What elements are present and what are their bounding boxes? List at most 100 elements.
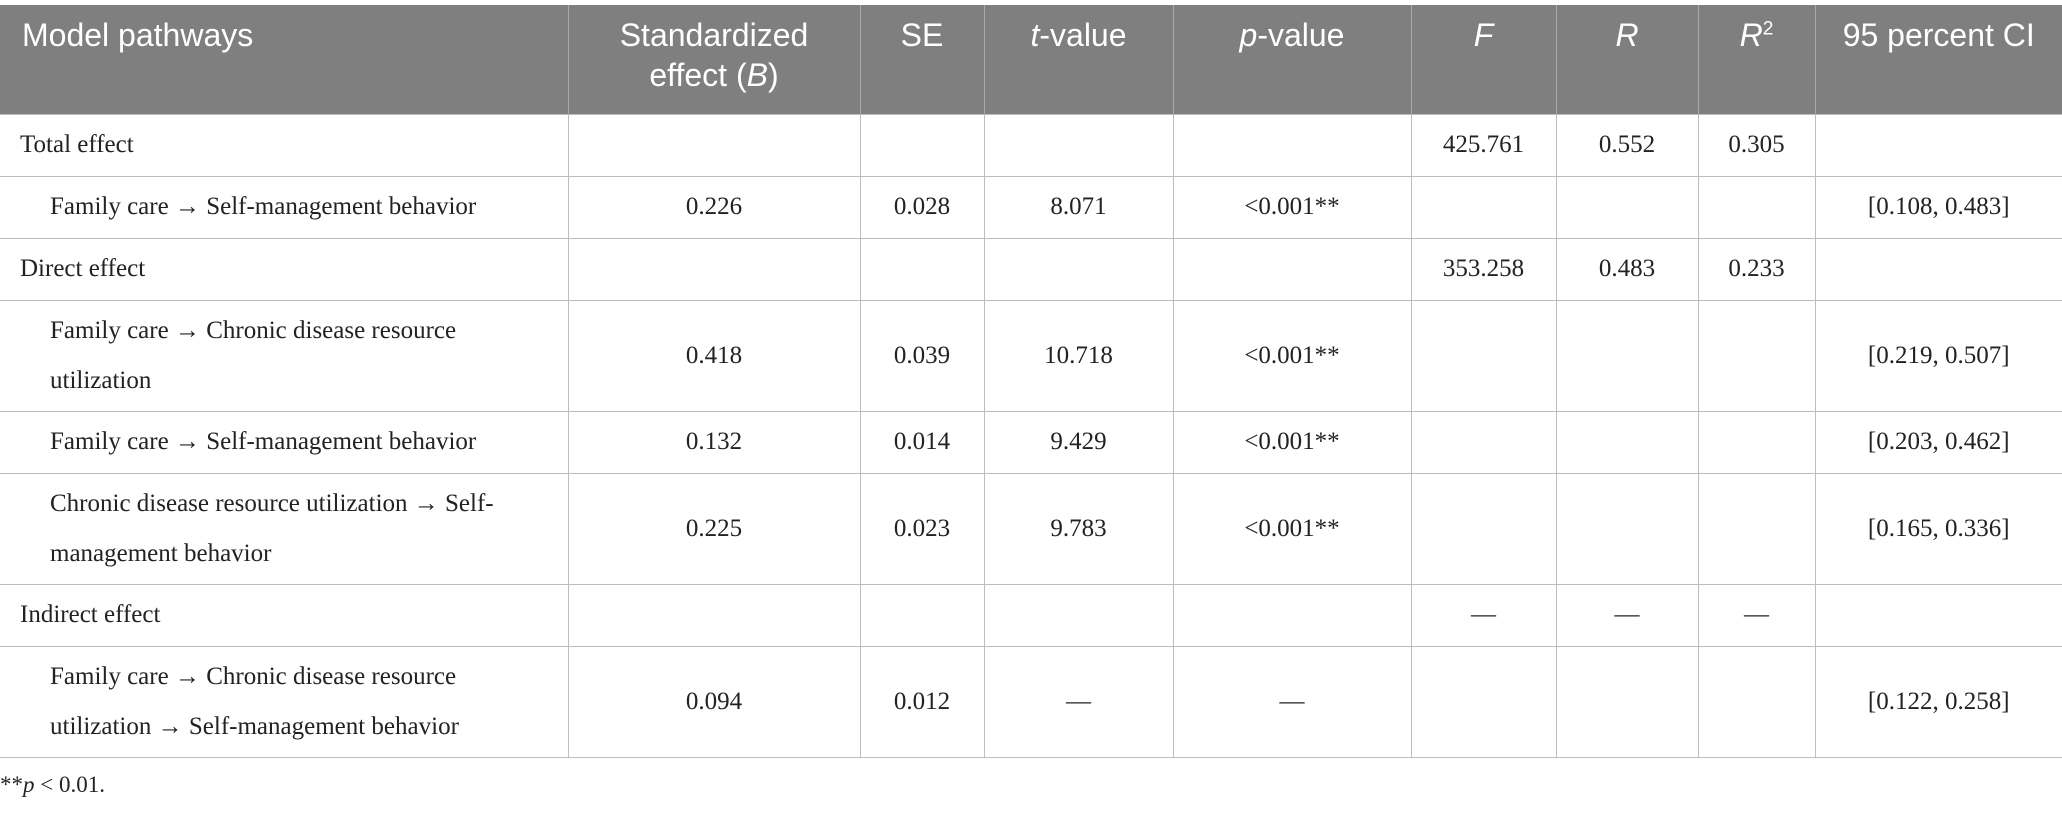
cell: [0.203, 0.462] [1814,410,2062,474]
cell: 0.132 [567,410,861,474]
empty-cell [1172,113,1412,177]
empty-cell [1697,472,1816,585]
cell: 0.225 [567,472,861,585]
empty-cell [983,583,1174,647]
cell: [0.122, 0.258] [1814,645,2062,758]
cell: 0.233 [1697,237,1816,301]
pathway-row: Family care → Self-management behavior 0.… [0,410,2062,474]
cell: 8.071 [983,175,1174,239]
pathway-row: Family care → Chronic disease resource u… [0,299,2062,412]
empty-cell [1555,410,1699,474]
cell: <0.001** [1172,410,1412,474]
text-part: ** [0,772,23,797]
results-table: Model pathways Standardized effect (B) SE t… [0,5,2062,758]
empty-cell [1172,583,1412,647]
cell: 0.418 [567,299,861,412]
header-cell: Standardized effect (B) [567,5,860,114]
empty-cell [859,237,985,301]
text-part: R [1615,17,1639,53]
pathway-row: Chronic disease resource utilization → S… [0,472,2062,585]
header-cell: t-value [983,5,1173,114]
text-part: < 0.01. [34,772,105,797]
footnote: **p < 0.01. [0,772,105,798]
cell: 353.258 [1410,237,1557,301]
cell: [0.219, 0.507] [1814,299,2062,412]
cell: [0.108, 0.483] [1814,175,2062,239]
pathway-row: Family care → Chronic disease resource u… [0,645,2062,758]
cell: — [1697,583,1816,647]
cell: 0.552 [1555,113,1699,177]
pathway-row: Family care → Self-management behavior 0.… [0,175,2062,239]
empty-cell [1555,645,1699,758]
cell: 0.028 [859,175,985,239]
empty-cell [1410,175,1557,239]
empty-cell [859,113,985,177]
section-label: Total effect [0,113,569,177]
cell: 9.429 [983,410,1174,474]
empty-cell [1555,299,1699,412]
empty-cell [567,237,861,301]
text-part: 2 [1762,18,1774,40]
empty-cell [1697,175,1816,239]
text-part: -value [1257,17,1345,53]
empty-cell [1697,299,1816,412]
text-part: t [1030,17,1040,53]
cell: 0.094 [567,645,861,758]
text-part: p [1239,17,1258,53]
empty-cell [1555,472,1699,585]
table-body: Total effect 425.761 0.552 0.305 Family care… [0,113,2062,758]
pathway-label: Family care → Chronic disease resource u… [0,645,569,758]
text-part: -value [1039,17,1127,53]
empty-cell [1697,410,1816,474]
header-cell: Model pathways [0,5,568,114]
section-row: Total effect 425.761 0.552 0.305 [0,113,2062,177]
header-cell: R2 [1697,5,1815,114]
pathway-label: Family care → Self-management behavior [0,410,569,474]
text-part: F [1473,17,1494,53]
section-row: Indirect effect — — — [0,583,2062,647]
cell: — [1172,645,1412,758]
cell: 0.023 [859,472,985,585]
header-cell: R [1555,5,1698,114]
cell: — [983,645,1174,758]
cell: 0.014 [859,410,985,474]
empty-cell [567,583,861,647]
text-part: Model pathways [22,17,254,53]
section-label: Direct effect [0,237,569,301]
section-row: Direct effect 353.258 0.483 0.233 [0,237,2062,301]
empty-cell [567,113,861,177]
text-part: SE [900,17,944,53]
empty-cell [1410,472,1557,585]
header-cell: F [1410,5,1556,114]
cell: <0.001** [1172,299,1412,412]
empty-cell [1814,113,2062,177]
header-row: Model pathways Standardized effect (B) SE t… [0,5,2062,114]
text-part: p [23,772,35,797]
header-cell: 95 percent CI [1814,5,2062,114]
pathway-label: Family care → Chronic disease resource u… [0,299,569,412]
text-part: ) [767,57,779,93]
text-part: B [746,57,768,93]
pathway-label: Chronic disease resource utilization → S… [0,472,569,585]
cell: 9.783 [983,472,1174,585]
text-part: 95 percent CI [1842,17,2035,53]
empty-cell [983,237,1174,301]
header-cell: SE [859,5,984,114]
empty-cell [983,113,1174,177]
cell: 10.718 [983,299,1174,412]
empty-cell [1410,299,1557,412]
cell: <0.001** [1172,472,1412,585]
empty-cell [1697,645,1816,758]
empty-cell [1410,410,1557,474]
header-cell: p-value [1172,5,1411,114]
empty-cell [1814,237,2062,301]
empty-cell [1410,645,1557,758]
pathway-label: Family care → Self-management behavior [0,175,569,239]
section-label: Indirect effect [0,583,569,647]
cell: 0.305 [1697,113,1816,177]
text-part: R [1739,17,1763,53]
cell: 0.012 [859,645,985,758]
text-part: Standardized effect ( [619,17,809,93]
empty-cell [1555,175,1699,239]
